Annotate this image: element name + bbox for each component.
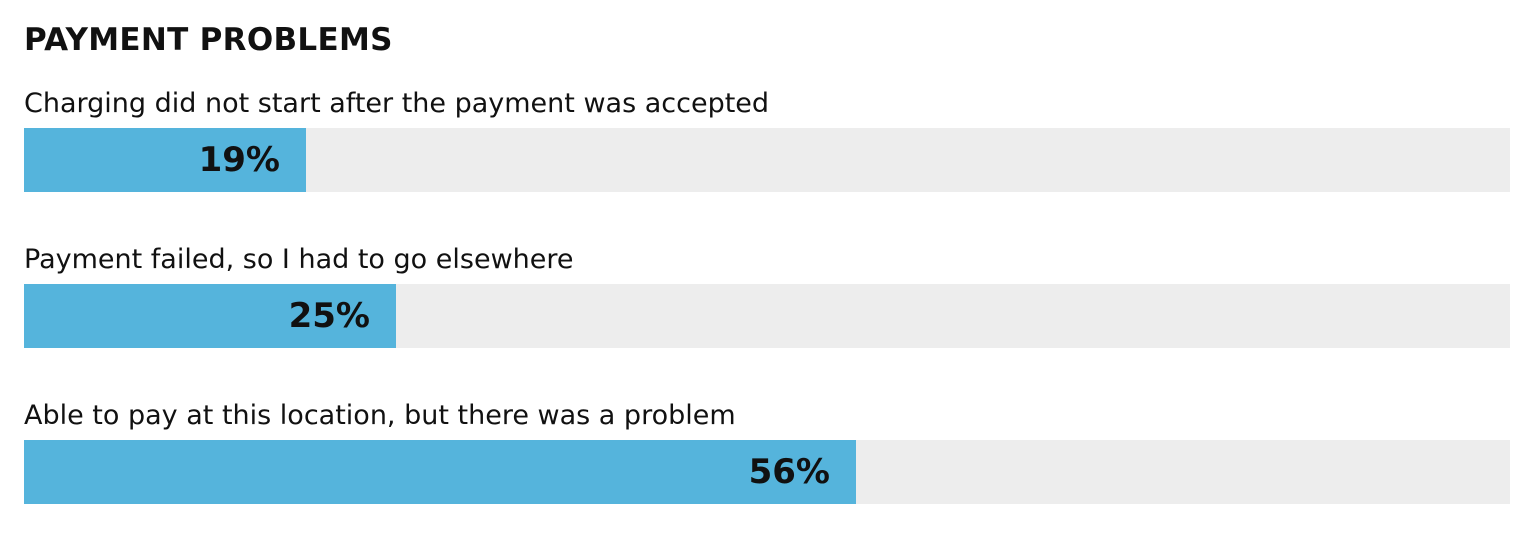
category-label: Able to pay at this location, but there …: [24, 400, 736, 431]
bar-row-payment-failed: Payment failed, so I had to go elsewhere…: [24, 240, 1510, 360]
bar-track: 25%: [24, 284, 1510, 348]
bar-value-label: 19%: [198, 140, 280, 180]
bar-value-label: 25%: [288, 296, 370, 336]
chart-title: PAYMENT PROBLEMS: [24, 22, 393, 58]
bar-row-payment-problem: Able to pay at this location, but there …: [24, 396, 1510, 516]
category-label: Charging did not start after the payment…: [24, 88, 770, 119]
bar-payment-problem: 56%: [24, 440, 856, 504]
bar-value-label: 56%: [748, 452, 830, 492]
category-label: Payment failed, so I had to go elsewhere: [24, 244, 574, 275]
payment-problems-chart: PAYMENT PROBLEMS Charging did not start …: [24, 0, 1510, 548]
bar-row-charging-not-started: Charging did not start after the payment…: [24, 84, 1510, 204]
bar-charging-not-started: 19%: [24, 128, 306, 192]
bar-track: 56%: [24, 440, 1510, 504]
bar-payment-failed: 25%: [24, 284, 396, 348]
bar-track: 19%: [24, 128, 1510, 192]
